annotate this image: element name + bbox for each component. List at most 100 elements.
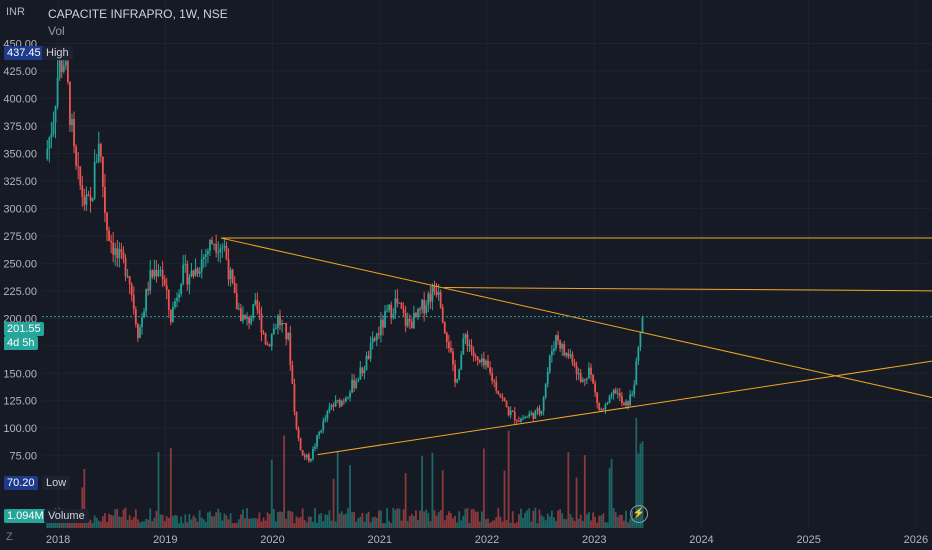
volume-bar [417, 520, 419, 528]
candle-body [324, 418, 327, 421]
volume-bar [507, 430, 510, 528]
candle-body [396, 298, 399, 304]
candle-body [141, 317, 143, 328]
volume-bar [213, 516, 215, 528]
volume-bar [182, 523, 185, 528]
candle-body [233, 282, 236, 294]
candle-body [561, 344, 564, 349]
candle-body [470, 345, 473, 352]
y-tick-label: 300.00 [3, 203, 37, 215]
volume-bar [340, 511, 343, 528]
volume-bar [104, 513, 106, 528]
candle-body [287, 332, 290, 340]
volume-bar [198, 510, 201, 528]
candle-body [606, 403, 609, 405]
candle-body [188, 277, 191, 285]
x-tick-label: 2026 [904, 534, 928, 546]
trendlines [220, 237, 932, 456]
candle-body [299, 438, 302, 451]
candle-body [328, 407, 331, 412]
candle-body [336, 399, 339, 401]
candle-body [151, 270, 154, 277]
candle-body [320, 430, 323, 433]
candle-body [256, 300, 259, 310]
candle-body [79, 166, 82, 186]
candle-body [507, 407, 510, 416]
candle-body [627, 401, 629, 406]
volume-bar [165, 516, 168, 528]
candle-body [456, 379, 459, 383]
bar-countdown: 4d 5h [4, 336, 38, 350]
candle-body [130, 284, 133, 296]
volume-indicator-label[interactable]: Vol [48, 24, 65, 38]
candle-body [342, 401, 345, 403]
volume-bar [421, 456, 424, 528]
volume-bar [493, 520, 496, 528]
candle-body [559, 340, 562, 349]
volume-bar [363, 521, 366, 528]
candle-body [369, 343, 372, 359]
candle-body [279, 315, 281, 326]
volume-bar [470, 509, 473, 528]
candle-body [553, 348, 555, 352]
volume-bar [207, 512, 209, 528]
candle-body [351, 379, 353, 393]
lightning-icon[interactable]: ⚡ [630, 505, 648, 523]
candle-body [305, 454, 308, 458]
candle-body [46, 148, 49, 159]
candle-body [466, 334, 469, 346]
chart-title: CAPACITE INFRAPRO, 1W, NSE [48, 7, 228, 21]
volume-badge: 1.094M [4, 509, 47, 523]
candle-body [196, 268, 199, 274]
volume-bar [124, 507, 127, 528]
candle-body [54, 106, 57, 123]
candle-body [425, 304, 428, 314]
volume-bar [394, 510, 397, 528]
candle-body [213, 243, 215, 245]
volume-bar [322, 521, 325, 528]
volume-bar [324, 514, 327, 528]
candle-body [536, 408, 539, 411]
candle-body [435, 291, 438, 295]
y-axis-labels: 75.00100.00125.00150.00175.00200.00225.0… [3, 38, 37, 462]
volume-bar [371, 517, 374, 528]
volume-bar [338, 513, 341, 528]
tradingview-logo-icon[interactable]: Z [6, 531, 13, 543]
candle-body [66, 61, 69, 83]
candle-body [534, 410, 537, 419]
candle-body [95, 161, 98, 163]
volume-bar [458, 511, 461, 528]
candle-body [598, 403, 601, 410]
volume-bar [209, 511, 211, 528]
candle-body [482, 358, 485, 366]
candle-body [511, 410, 514, 412]
volume-bar [312, 521, 314, 528]
volume-bar [616, 516, 619, 528]
volume-bar [330, 520, 333, 528]
x-tick-label: 2025 [796, 534, 820, 546]
candle-body [618, 393, 621, 397]
candle-body [452, 351, 454, 365]
x-tick-label: 2018 [46, 534, 70, 546]
candle-body [631, 394, 634, 396]
candle-body [377, 333, 380, 336]
volume-bar [377, 510, 380, 528]
volume-bar [480, 511, 483, 528]
volume-bar [190, 519, 193, 528]
candlesticks [46, 48, 644, 463]
volume-bar [270, 459, 273, 528]
volume-bar [575, 477, 578, 528]
volume-bar [223, 513, 226, 528]
volume-bar [89, 519, 92, 528]
volume-bar [349, 465, 351, 528]
candle-body [64, 61, 67, 66]
volume-bar [604, 522, 607, 528]
volume-bar [316, 522, 318, 528]
candle-body [293, 383, 296, 412]
volume-bar [237, 519, 240, 528]
candle-body [641, 317, 644, 333]
volume-bar [550, 510, 553, 528]
candle-body [326, 411, 329, 419]
candle-body [217, 252, 220, 254]
